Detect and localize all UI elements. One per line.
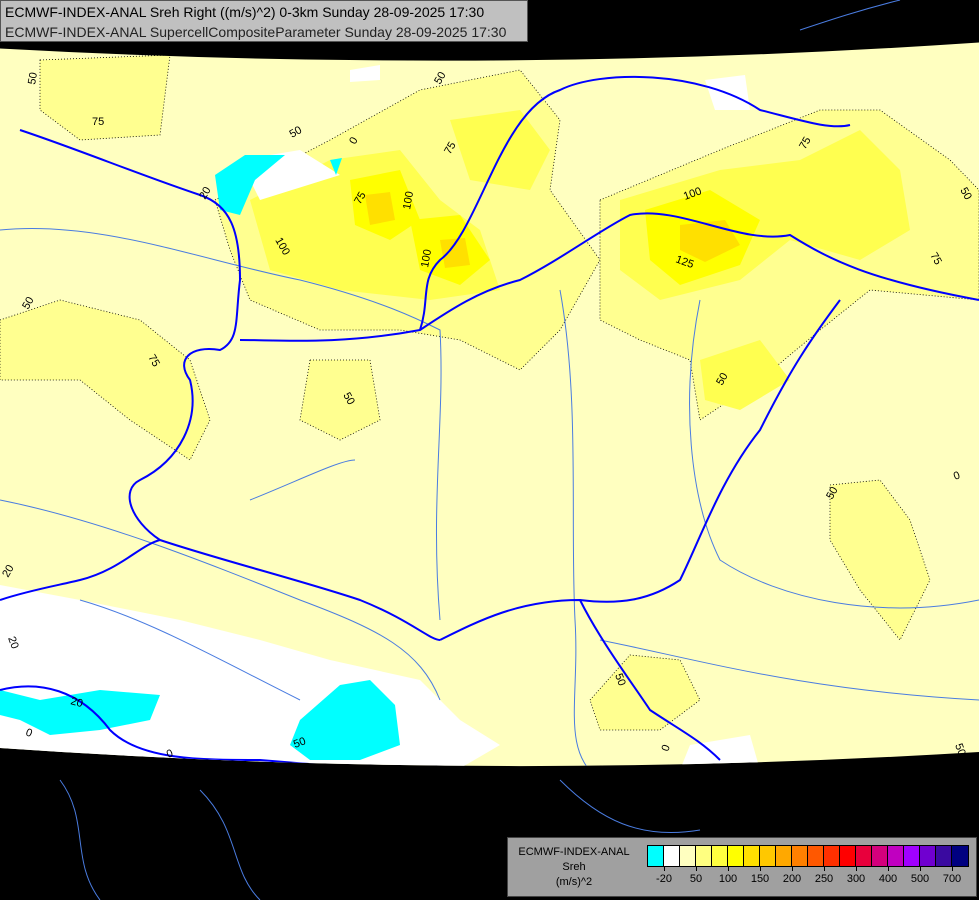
contour-label: 50	[292, 735, 308, 750]
legend-tick	[696, 866, 697, 871]
rivers	[0, 227, 979, 767]
legend-swatch	[760, 846, 776, 866]
legend-swatch	[792, 846, 808, 866]
legend-swatch	[840, 846, 856, 866]
color-legend: ECMWF-INDEX-ANAL Sreh (m/s)^2 -20 50 100 15…	[507, 837, 977, 897]
domain-top-edge	[0, 41, 979, 61]
legend-swatch	[856, 846, 872, 866]
field-below-minus20	[0, 155, 400, 760]
contour-label: 100	[419, 248, 434, 268]
outside-borders	[59, 0, 901, 900]
legend-tick-label: -20	[656, 873, 672, 885]
legend-tick	[824, 866, 825, 871]
contour-label: 50	[714, 371, 731, 388]
legend-tick-label: 50	[689, 873, 703, 885]
contour-label: 50	[432, 70, 449, 87]
legend-swatch	[728, 846, 744, 866]
contour-label: 0	[660, 743, 673, 753]
legend-swatch	[696, 846, 712, 866]
legend-swatch	[888, 846, 904, 866]
legend-tick-label: 700	[942, 873, 962, 885]
map-title: ECMWF-INDEX-ANAL Sreh Right ((m/s)^2) 0-…	[0, 0, 528, 42]
contour-label: 75	[797, 135, 814, 152]
legend-tick-label: 200	[782, 873, 802, 885]
contour-label: 0	[952, 469, 962, 482]
contour-label: 20	[0, 563, 17, 580]
legend-tick-label: 400	[878, 873, 898, 885]
legend-tick	[952, 866, 953, 871]
legend-tick-label: 500	[910, 873, 930, 885]
country-borders	[0, 75, 979, 767]
contour-label: 0	[24, 727, 34, 740]
legend-swatch	[952, 846, 968, 866]
legend-swatch	[680, 846, 696, 866]
legend-swatch	[936, 846, 952, 866]
legend-tick	[664, 866, 665, 871]
contour-label: 75	[145, 353, 162, 370]
contour-label: 50	[26, 71, 40, 85]
legend-tick	[760, 866, 761, 871]
contour-label: 20	[197, 185, 214, 202]
contour-label: 50	[612, 672, 627, 688]
title-line-2: ECMWF-INDEX-ANAL SupercellCompositeParam…	[5, 24, 507, 40]
contour-label: 75	[92, 116, 104, 128]
legend-swatch	[920, 846, 936, 866]
legend-swatch	[808, 846, 824, 866]
legend-unit: (m/s)^2	[555, 876, 593, 888]
title-line-1: ECMWF-INDEX-ANAL Sreh Right ((m/s)^2) 0-…	[5, 4, 485, 20]
legend-swatch	[648, 846, 664, 866]
contour-label: 50	[824, 485, 841, 502]
legend-swatch	[824, 846, 840, 866]
contour-label: 20	[5, 635, 20, 651]
legend-model: ECMWF-INDEX-ANAL	[518, 846, 630, 858]
contour-label: 0	[165, 747, 175, 760]
legend-swatch	[712, 846, 728, 866]
contour-label: 100	[401, 190, 416, 210]
legend-tick	[856, 866, 857, 871]
contour-label: 50	[957, 186, 974, 203]
legend-colorbar	[647, 845, 969, 867]
contour-label: 75	[927, 251, 944, 268]
legend-swatch	[664, 846, 680, 866]
contour-label: 50	[952, 742, 967, 758]
legend-tick	[792, 866, 793, 871]
legend-swatch	[872, 846, 888, 866]
legend-tick	[728, 866, 729, 871]
legend-swatch	[904, 846, 920, 866]
contour-label: 0	[347, 135, 360, 146]
contour-label: 75	[442, 140, 459, 157]
legend-swatch	[776, 846, 792, 866]
legend-tick	[888, 866, 889, 871]
legend-tick-label: 100	[718, 873, 738, 885]
contour-label: 100	[682, 185, 703, 203]
contour-label: 20	[69, 695, 84, 710]
contour-label: 50	[288, 124, 305, 141]
contour-label: 50	[20, 295, 37, 312]
legend-variable: Sreh	[562, 861, 586, 873]
contour-label: 50	[340, 391, 357, 408]
legend-swatch	[744, 846, 760, 866]
contour-label: 75	[352, 190, 369, 207]
legend-tick-label: 150	[750, 873, 770, 885]
legend-tick	[920, 866, 921, 871]
legend-tick-label: 300	[846, 873, 866, 885]
field-125-150	[365, 192, 740, 268]
contour-label: 125	[674, 254, 695, 272]
legend-tick-label: 250	[814, 873, 834, 885]
